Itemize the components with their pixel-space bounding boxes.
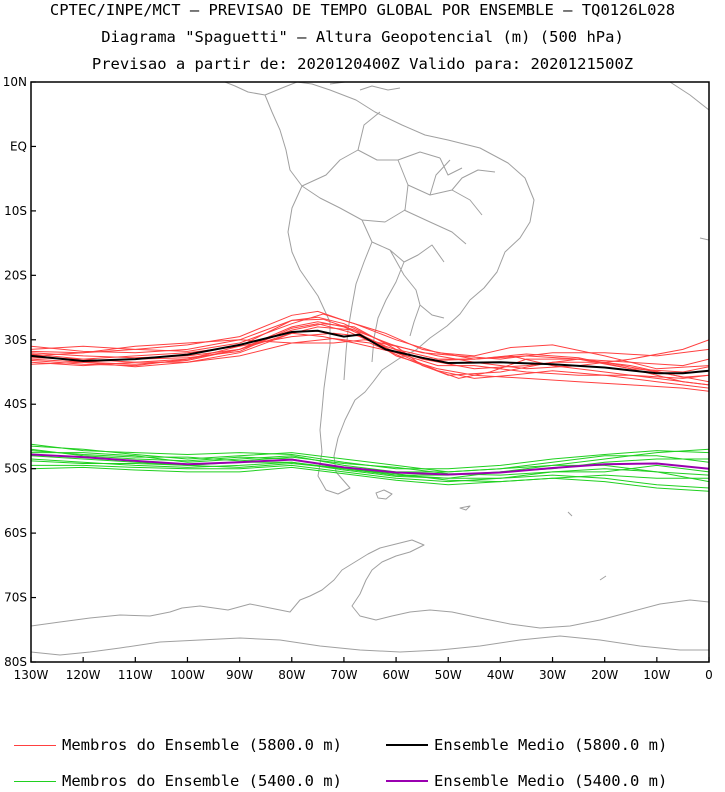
mean-contour-5800 — [31, 329, 709, 375]
member-contour-5400 — [31, 460, 709, 483]
legend-row-5800: Membros do Ensemble (5800.0 m) Ensemble … — [0, 734, 725, 756]
lat-label: 10S — [4, 204, 27, 218]
member-contour-5800 — [31, 316, 709, 360]
lon-label: 50W — [435, 668, 462, 682]
legend-swatch-members-5800 — [14, 744, 56, 746]
member-contour-5800 — [31, 337, 709, 383]
africa-coastline — [669, 82, 709, 241]
legend-item-mean-5400: Ensemble Medio (5400.0 m) — [386, 770, 667, 792]
central-america-coastline — [224, 82, 401, 96]
title-line-1: CPTEC/INPE/MCT — PREVISAO DE TEMPO GLOBA… — [49, 1, 676, 19]
lat-label: 60S — [4, 526, 27, 540]
legend-label-mean-5400: Ensemble Medio (5400.0 m) — [434, 772, 668, 790]
lat-label: EQ — [10, 139, 27, 153]
contour-layer — [31, 310, 709, 492]
lon-label: 10W — [643, 668, 670, 682]
legend-label-members-5400: Membros do Ensemble (5400.0 m) — [62, 772, 342, 790]
mean-contour-5400 — [31, 453, 709, 476]
lat-label: 30S — [4, 333, 27, 347]
lon-label: 130W — [14, 668, 49, 682]
lon-label: 70W — [330, 668, 357, 682]
legend-item-mean-5800: Ensemble Medio (5800.0 m) — [386, 734, 667, 756]
legend-item-members-5400: Membros do Ensemble (5400.0 m) — [14, 770, 342, 792]
antarctica-coastline — [31, 539, 709, 656]
lat-label: 40S — [4, 397, 27, 411]
member-contour-5400 — [31, 466, 709, 492]
lon-label: 110W — [118, 668, 153, 682]
title-line-3: Previsao a partir de: 2020120400Z Valido… — [91, 55, 634, 73]
member-contour-5400 — [31, 445, 709, 473]
lon-label: 40W — [487, 668, 514, 682]
lon-label: 120W — [66, 668, 101, 682]
lat-label: 80S — [4, 655, 27, 669]
lat-label: 10N — [3, 75, 27, 89]
title-line-2: Diagrama "Spaguetti" — Altura Geopotenci… — [101, 28, 624, 46]
legend-label-members-5800: Membros do Ensemble (5800.0 m) — [62, 736, 342, 754]
member-contour-5400 — [31, 448, 709, 476]
member-contour-5800 — [31, 332, 709, 389]
lon-label: 100W — [170, 668, 205, 682]
member-contour-5400 — [31, 464, 709, 489]
member-contour-5800 — [31, 313, 709, 370]
member-contour-5400 — [31, 450, 709, 476]
lon-label: 30W — [539, 668, 566, 682]
lon-label: 90W — [226, 668, 253, 682]
legend-swatch-members-5400 — [14, 780, 56, 782]
lon-label: 20W — [591, 668, 618, 682]
lon-label: 80W — [278, 668, 305, 682]
south-georgia-coastline — [459, 505, 607, 581]
legend-swatch-mean-5800 — [386, 744, 428, 746]
south-america-coastline — [264, 82, 535, 495]
map-frame — [30, 81, 710, 663]
lon-label: 0 — [705, 668, 713, 682]
falklands-coastline — [375, 489, 393, 500]
member-contour-5800 — [31, 339, 709, 370]
country-borders — [301, 111, 496, 381]
lat-label: 70S — [4, 591, 27, 605]
legend-row-5400: Membros do Ensemble (5400.0 m) Ensemble … — [0, 770, 725, 792]
lon-label: 60W — [383, 668, 410, 682]
coastline-layer — [31, 82, 709, 656]
legend-item-members-5800: Membros do Ensemble (5800.0 m) — [14, 734, 342, 756]
lat-label: 20S — [4, 268, 27, 282]
legend-swatch-mean-5400 — [386, 780, 428, 782]
lat-label: 50S — [4, 462, 27, 476]
legend-label-mean-5800: Ensemble Medio (5800.0 m) — [434, 736, 668, 754]
